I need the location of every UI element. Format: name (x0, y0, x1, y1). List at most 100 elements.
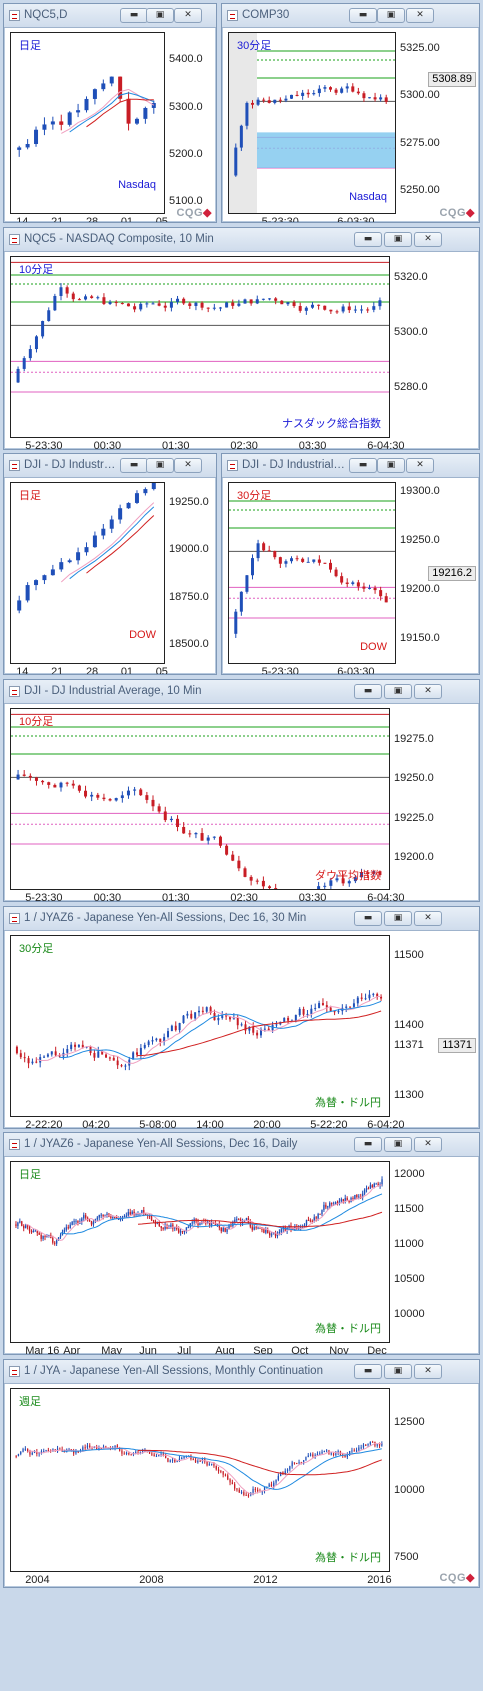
minimize-button[interactable]: ▬ (354, 1364, 382, 1379)
candle (227, 1473, 229, 1481)
candle (188, 301, 192, 309)
window-titlebar[interactable]: COMP30 ▬ ▣ ✕ (222, 4, 479, 28)
minimize-button[interactable]: ▬ (354, 911, 382, 926)
chart-window-w2[interactable]: COMP30 ▬ ▣ ✕ 30分足 Nasdaq 5325.00 5300.00 5275.00… (221, 3, 480, 223)
chart-plot-area[interactable]: 10分足 ナスダック総合指数 (10, 256, 390, 438)
close-button[interactable]: ✕ (414, 684, 442, 699)
timeframe-label: 週足 (19, 1396, 41, 1408)
y-axis: 5320.0 5300.0 5280.0 (390, 256, 478, 438)
chart-window-w5[interactable]: DJI - DJ Industrial ... ▬ ▣ ✕ 30分足 DOW 19300.0… (221, 453, 480, 675)
minimize-button[interactable]: ▬ (349, 8, 377, 23)
candle (329, 877, 333, 889)
window-titlebar[interactable]: DJI - DJ Industrial Average, 10 Min ▬ ▣ ✕ (4, 680, 479, 704)
candle (54, 1046, 57, 1057)
chart-plot-area[interactable]: 30分足 Nasdaq (228, 32, 396, 214)
window-titlebar[interactable]: DJI - DJ Industrial ... ▬▣✕ (222, 454, 479, 478)
candle (67, 558, 72, 564)
candle (86, 1442, 89, 1450)
candle (84, 542, 89, 556)
candle (323, 562, 327, 564)
x-tick-label: 01:30 (162, 440, 190, 450)
candle (225, 844, 229, 856)
minimize-button[interactable]: ▬ (354, 684, 382, 699)
candle (296, 1462, 298, 1465)
maximize-button[interactable]: ▣ (377, 458, 405, 473)
close-button[interactable]: ✕ (174, 458, 202, 473)
close-button[interactable]: ✕ (414, 1137, 442, 1152)
chart-window-w1[interactable]: NQC5,D ▬ ▣ ✕ 日足 Nasdaq 5400.0 5300.0 5200.0 5100.… (3, 3, 217, 223)
maximize-button[interactable]: ▣ (384, 1364, 412, 1379)
candle (151, 483, 156, 491)
close-button[interactable]: ✕ (406, 8, 434, 23)
candle (224, 1227, 226, 1233)
close-button[interactable]: ✕ (406, 458, 434, 473)
candle (59, 1447, 61, 1450)
y-tick-label: 5320.0 (394, 271, 428, 284)
maximize-button[interactable]: ▣ (384, 911, 412, 926)
candle (75, 1449, 77, 1455)
window-titlebar[interactable]: DJI - DJ Industrial ... ▬▣✕ (4, 454, 216, 478)
candle (335, 874, 339, 883)
close-button[interactable]: ✕ (174, 8, 202, 23)
maximize-button[interactable]: ▣ (377, 8, 405, 23)
candle (42, 574, 47, 585)
candle (125, 1451, 128, 1456)
chart-window-w4[interactable]: DJI - DJ Industrial ...▬▣✕日足DOW19250.019… (3, 453, 217, 675)
close-button[interactable]: ✕ (414, 1364, 442, 1379)
candle (245, 574, 249, 594)
candle (267, 1025, 270, 1031)
chart-window-w8[interactable]: 1 / JYAZ6 - Japanese Yen-All Sessions, D… (3, 1132, 480, 1355)
window-titlebar[interactable]: 1 / JYA - Japanese Yen-All Sessions, Mon… (4, 1360, 479, 1384)
candle (280, 300, 284, 305)
window-titlebar[interactable]: NQC5,D ▬ ▣ ✕ (4, 4, 216, 28)
y-tick-label: 5300.0 (169, 100, 203, 113)
maximize-button[interactable]: ▣ (146, 8, 174, 23)
candle (371, 1184, 374, 1188)
maximize-button[interactable]: ▣ (384, 1137, 412, 1152)
window-titlebar[interactable]: NQC5 - NASDAQ Composite, 10 Min ▬ ▣ ✕ (4, 228, 479, 252)
candle (353, 305, 357, 314)
x-tick-label: 00:30 (93, 440, 122, 450)
minimize-button[interactable]: ▬ (120, 458, 148, 473)
window-titlebar[interactable]: 1 / JYAZ6 - Japanese Yen-All Sessions, D… (4, 1133, 479, 1157)
close-button[interactable]: ✕ (414, 232, 442, 247)
x-tick-label: 2016 (367, 1574, 392, 1586)
candle (315, 1215, 317, 1222)
maximize-button[interactable]: ▣ (384, 232, 412, 247)
minimize-button[interactable]: ▬ (120, 8, 148, 23)
candle (323, 1201, 325, 1212)
chart-plot-area[interactable]: 日足 DOW (10, 482, 165, 664)
chart-plot-area[interactable]: 日足 為替・ドル円 (10, 1161, 390, 1343)
x-tick-label: 6-04:20 (367, 1119, 405, 1129)
chart-plot-area[interactable]: 30分足 DOW (228, 482, 396, 664)
candle (106, 1211, 108, 1218)
minimize-button[interactable]: ▬ (354, 1137, 382, 1152)
candle (321, 998, 324, 1006)
candle (375, 1182, 377, 1185)
x-axis: 5-23:30 00:30 01:30 02:30 03:30 6-04:30 (10, 440, 404, 450)
window-titlebar[interactable]: 1 / JYAZ6 - Japanese Yen-All Sessions, D… (4, 907, 479, 931)
chart-plot-area[interactable]: 日足 Nasdaq (10, 32, 165, 214)
candle (188, 830, 192, 838)
minimize-button[interactable]: ▬ (354, 232, 382, 247)
chart-window-w7[interactable]: 1 / JYAZ6 - Japanese Yen-All Sessions, D… (3, 906, 480, 1129)
candle (155, 1037, 158, 1042)
chart-window-w6[interactable]: DJI - DJ Industrial Average, 10 Min ▬ ▣ ✕ 10… (3, 679, 480, 902)
x-tick-label: 04:20 (82, 1119, 110, 1129)
candle (231, 1479, 233, 1485)
chart-window-w9[interactable]: 1 / JYA - Japanese Yen-All Sessions, Mon… (3, 1359, 480, 1588)
y-tick-label: 5300.00 (400, 89, 440, 102)
chart-plot-area[interactable]: 30分足 為替・ドル円 (10, 935, 390, 1117)
candle (71, 291, 75, 302)
candle (335, 309, 339, 314)
chart-window-w3[interactable]: NQC5 - NASDAQ Composite, 10 Min ▬ ▣ ✕ 10分足 ナス… (3, 227, 480, 450)
y-axis: 5400.0 5300.0 5200.0 5100.0 (165, 32, 215, 214)
chart-plot-area[interactable]: 10分足 ダウ平均指数 (10, 708, 390, 890)
candle (41, 779, 45, 785)
maximize-button[interactable]: ▣ (146, 458, 174, 473)
close-button[interactable]: ✕ (414, 911, 442, 926)
chart-plot-area[interactable]: 週足 為替・ドル円 (10, 1388, 390, 1572)
minimize-button[interactable]: ▬ (349, 458, 377, 473)
maximize-button[interactable]: ▣ (384, 684, 412, 699)
candle (54, 1241, 56, 1246)
